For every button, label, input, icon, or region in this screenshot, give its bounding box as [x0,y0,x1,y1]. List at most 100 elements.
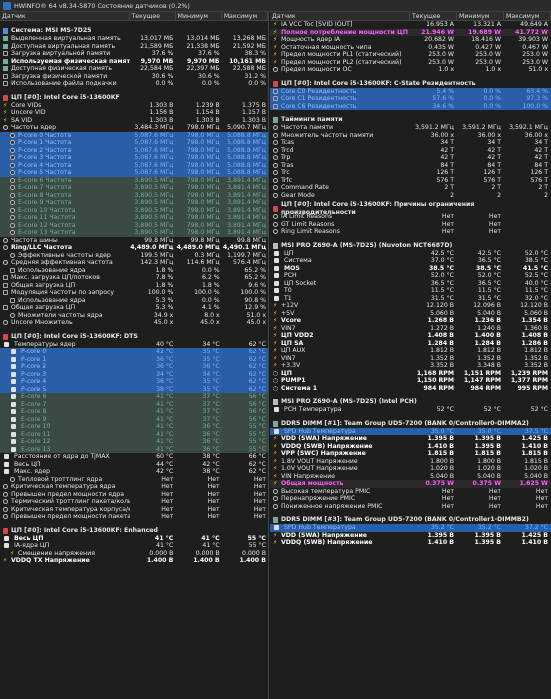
sensor-row[interactable]: Доступная физическая память 22,584 МБ 22,3… [0,65,268,73]
sensor-row[interactable]: Частота шины 99.8 МГц 99.8 МГц 99.8 МГц [0,237,268,245]
sensor-row[interactable]: Core C6 Резидентность 34.6 % 0.0 % 100.0 % [270,102,551,110]
sensor-row[interactable]: ⚡ VIN7 1.272 В 1.240 В 1.360 В [270,325,551,333]
sensor-row[interactable]: ЦП 42.5 °C 42.5 °C 52.0 °C [270,250,551,258]
col-current-header[interactable]: Текущее [410,12,457,20]
sensor-row[interactable]: SPD Hub Температура 35.2 °C 35.2 °C 37.2 °C [270,524,551,532]
sensor-row[interactable]: Средняя эффективная частота 142.3 МГц 114.… [0,259,268,267]
sensor-row[interactable]: ⚡ VPP (SWC) Напряжение 1.815 В 1.815 В 1.815… [270,450,551,458]
sensor-row[interactable]: Расстояние от ядра до TjMAX 60 °C 38 °C 66 … [0,453,268,461]
sensor-row[interactable]: Макс. загрузка ЦП/потоков 7.8 % 6.2 % 65.2 … [0,274,268,282]
sensor-row[interactable]: E-core 11 Частота 3,890.5 МГц 798.0 МГц 3,8… [0,214,268,222]
sensor-row[interactable]: ⚡ VDDQ (SWB) Напряжение 1.410 В 1.395 В 1.41… [270,539,551,547]
sensor-row[interactable]: ⚡ +12V 12.120 В 12.096 В 12.120 В [270,302,551,310]
section-header[interactable]: ЦП [#0]: Intel Core i5-13600KF: Причины … [270,201,551,216]
sensor-row[interactable]: GT Limit Reasons Нет Нет [270,221,551,229]
section-header[interactable]: DDR5 DIMM [#3]: Team Group UD5-7200 (BAN… [270,516,551,524]
left-sensor-panel[interactable]: Датчик Текущее Минимум Максимум Система:… [0,12,269,699]
sensor-row[interactable]: ⚡ VIN Напряжение 5.040 В 5.040 В 5.040 В [270,473,551,481]
sensor-row[interactable]: ЦП Socket 36.5 °C 36.5 °C 40.0 °C [270,280,551,288]
section-header[interactable]: MSI PRO Z690-A (MS-7D25) (Intel PCH) [270,398,551,406]
sensor-row[interactable]: Gear Mode 2 2 2 [270,192,551,200]
sensor-row[interactable]: Использование ядра 5.3 % 0.0 % 90.8 % [0,297,268,305]
sensor-row[interactable]: ⚡ ЦП AUX 1.812 В 1.812 В 1.812 В [270,347,551,355]
sensor-row[interactable]: Макс. ядер 42 °C 38 °C 62 °C [0,468,268,476]
sensor-row[interactable]: IA Limit Reasons Нет Нет [270,213,551,221]
sensor-row[interactable]: Загрузка физической памяти 30.6 % 30.6 % 31… [0,73,268,81]
col-sensor-header[interactable]: Датчик [270,12,410,20]
sensor-row[interactable]: P-core 2 Частота 5,087.6 МГц 798.0 МГц 5,08… [0,146,268,154]
sensor-row[interactable]: E-core 10 Частота 3,890.5 МГц 798.0 МГц 3,8… [0,206,268,214]
sensor-row[interactable]: Эффективные частоты ядер 199.5 МГц 0.3 МГц… [0,252,268,260]
section-header[interactable]: ЦП [#0]: Intel Core i5-13600KF [0,93,268,102]
col-max-header[interactable]: Максимум [504,12,551,20]
section-header[interactable]: Система: MSI MS-7D25 [0,27,268,35]
sensor-row[interactable]: ⚡ Предел мощности PL1 (статический) 253.0 … [270,51,551,59]
sensor-row[interactable]: Trp 42 T 42 T 42 T [270,154,551,162]
sensor-row[interactable]: ⚡ 1.0V VOUT Напряжение 1.020 В 1.020 В 1.020… [270,465,551,473]
sensor-row[interactable]: PCH Температура 52 °C 52 °C 52 °C [270,406,551,414]
sensor-row[interactable]: P-core 2 36 °C 36 °C 62 °C [0,363,268,371]
sensor-row[interactable]: Критическая температура ядра Нет Нет Нет [0,483,268,491]
col-sensor-header[interactable]: Датчик [0,12,130,20]
sensor-row[interactable]: ⚡ Остаточная мощность чипа 0.435 W 0.427 W 0… [270,44,551,52]
sensor-row[interactable]: Используемая физическая память 9,970 МБ 9,… [0,58,268,66]
col-current-header[interactable]: Текущее [130,12,176,20]
sensor-row[interactable]: T0 11.5 °C 11.5 °C 11.5 °C [270,287,551,295]
sensor-row[interactable]: Весь ЦП 44 °C 42 °C 62 °C [0,461,268,469]
sensor-row[interactable]: P-core 4 Частота 5,087.6 МГц 798.0 МГц 5,08… [0,161,268,169]
sensor-row[interactable]: E-core 6 41 °C 37 °C 56 °C [0,393,268,401]
sensor-row[interactable]: Модуляция частоты по запросу 100.0 % 100.0… [0,289,268,297]
section-header[interactable]: MSI PRO Z690-A (MS-7D25) (Nuvoton NCT668… [270,241,551,250]
sensor-row[interactable]: ⚡ VIN7 1.352 В 1.352 В 1.352 В [270,355,551,363]
sensor-row[interactable]: P-core 1 36 °C 35 °C 62 °C [0,355,268,363]
sensor-row[interactable]: P-core 3 Частота 5,087.6 МГц 798.0 МГц 5,08… [0,154,268,162]
sensor-row[interactable]: Частота памяти 3,591.2 МГц 3,591.2 МГц 3,59… [270,124,551,132]
sensor-row[interactable]: Tcas 34 T 34 T 34 T [270,139,551,147]
section-header[interactable]: Тайминги памяти [270,116,551,124]
sensor-row[interactable]: Перенапряжение PMIC Нет Нет Нет [270,495,551,503]
sensor-row[interactable]: Доступная виртуальная память 21,589 МБ 21,… [0,43,268,51]
sensor-row[interactable]: MOS 38.5 °C 38.5 °C 41.5 °C [270,265,551,273]
sensor-row[interactable]: Частоты ядер 3,484.3 МГц 798.0 МГц 5,090.7 … [0,124,268,132]
sensor-row[interactable]: ⚡ VDD (SWA) Напряжение 1.395 В 1.395 В 1.425… [270,435,551,443]
sensor-row[interactable]: Core C0 Резидентность 5.4 % 0.0 % 63.4 % [270,87,551,95]
sensor-row[interactable]: ⚡ Core VIDs 1.303 В 1.239 В 1.375 В [0,102,268,110]
sensor-row[interactable]: ⚡ ЦП VDD2 1.408 В 1.400 В 1.408 В [270,332,551,340]
sensor-row[interactable]: E-core 12 Частота 3,890.5 МГц 798.0 МГц 3,8… [0,221,268,229]
sensor-row[interactable]: T1 31.5 °C 31.5 °C 32.0 °C [270,295,551,303]
sensor-row[interactable]: E-core 8 41 °C 37 °C 56 °C [0,408,268,416]
sensor-row[interactable]: Критическая температура корпуса/ко... Нет… [0,506,268,514]
sensor-row[interactable]: E-core 7 Частота 3,890.5 МГц 798.0 МГц 3,89… [0,184,268,192]
sensor-row[interactable]: E-core 7 41 °C 37 °C 56 °C [0,400,268,408]
sensor-row[interactable]: Пониженное напряжение PMIC Нет Нет Нет [270,503,551,511]
col-min-header[interactable]: Минимум [457,12,504,20]
sensor-row[interactable]: ЦП 1,168 RPM 1,151 RPM 1,239 RPM [270,370,551,378]
sensor-row[interactable]: ⚡ Общая мощность 0.375 W 0.375 W 1.625 W [270,480,551,488]
sensor-row[interactable]: ⚡ Предел мощности PL2 (статический) 253.0 … [270,59,551,67]
sensor-row[interactable]: P-core 4 36 °C 35 °C 62 °C [0,378,268,386]
sensor-row[interactable]: Ring Limit Reasons Нет Нет [270,228,551,236]
sensor-row[interactable]: ⚡ +5V 5.060 В 5.040 В 5.060 В [270,310,551,318]
sensor-row[interactable]: P-core 0 Частота 5,087.6 МГц 798.0 МГц 5,08… [0,131,268,139]
sensor-row[interactable]: Загрузка виртуальной памяти 37.6 % 37.6 % 3… [0,50,268,58]
sensor-row[interactable]: E-core 12 41 °C 36 °C 55 °C [0,438,268,446]
sensor-row[interactable]: Command Rate 2 T 2 T 2 T [270,184,551,192]
sensor-row[interactable]: ⚡ ЦП SA 1.284 В 1.284 В 1.286 В [270,340,551,348]
sensor-row[interactable]: ⚡ VDDQ TX Напряжение 1.400 В 1.400 В 1.400 В [0,557,268,565]
sensor-row[interactable]: P-core 5 38 °C 35 °C 62 °C [0,385,268,393]
sensor-row[interactable]: Тепловой троттлинг ядра Нет Нет Нет [0,476,268,484]
sensor-row[interactable]: ⚡ IA VCC Toc [SVID IOUT] 16.953 A 13.321 A 4… [270,21,551,29]
sensor-row[interactable]: Превышен предел мощности пакета/ко... Нет… [0,513,268,521]
sensor-row[interactable]: Trcd 42 T 42 T 42 T [270,147,551,155]
sensor-row[interactable]: E-core 13 Частота 3,890.5 МГц 798.0 МГц 3,8… [0,229,268,237]
sensor-row[interactable]: ⚡ SA VID 1.303 В 1.303 В 1.303 В [0,117,268,125]
right-sensor-panel[interactable]: Датчик Текущее Минимум Максимум ⚡ IA VCC … [270,12,551,699]
sensor-row[interactable]: Множитель частоты памяти 36.00 x 36.00 x 36… [270,132,551,140]
sensor-row[interactable]: Использование ядра 1.8 % 0.0 % 65.2 % [0,267,268,275]
sensor-row[interactable]: Trc 126 T 126 T 126 T [270,169,551,177]
section-header[interactable]: ЦП [#0]: Intel Core i5-13600KF: Enhanced [0,526,268,535]
sensor-row[interactable]: E-core 10 41 °C 36 °C 55 °C [0,423,268,431]
sensor-row[interactable]: PUMP1 1,150 RPM 1,147 RPM 1,377 RPM [270,377,551,385]
sensor-row[interactable]: P-core 3 34 °C 34 °C 62 °C [0,370,268,378]
sensor-row[interactable]: Общая загрузка ЦП 5.3 % 4.1 % 12.9 % [0,304,268,312]
